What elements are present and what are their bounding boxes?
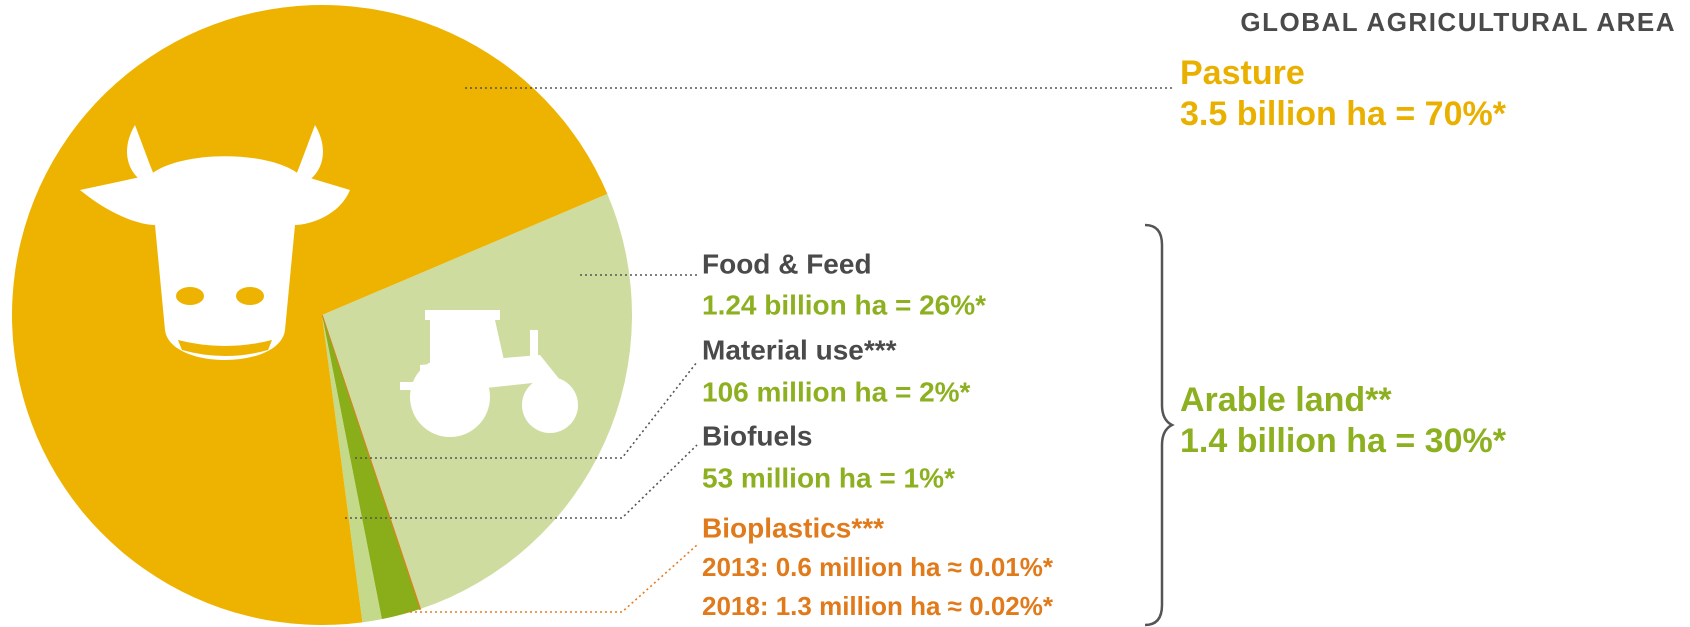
pie-slice xyxy=(322,315,382,623)
slice-label: 3.5 billion ha = 70%* xyxy=(1180,95,1507,133)
pie-slice xyxy=(321,314,422,611)
slice-label: 1.24 billion ha = 26%* xyxy=(702,289,986,320)
pie xyxy=(12,4,632,625)
group-label: 1.4 billion ha = 30%* xyxy=(1180,422,1507,460)
slice-name: Bioplastics*** xyxy=(702,512,884,543)
group-name: Arable land** xyxy=(1180,381,1392,419)
slice-name: Food & Feed xyxy=(702,248,872,279)
tractor-icon xyxy=(400,310,578,437)
leader-line xyxy=(405,544,698,613)
pie-slice xyxy=(12,4,608,625)
slice-name: Material use*** xyxy=(702,334,897,365)
slice-label: 2018: 1.3 million ha ≈ 0.02%* xyxy=(702,591,1054,621)
slice-label: 53 million ha = 1%* xyxy=(702,462,955,493)
pie-slice xyxy=(322,315,420,620)
slice-label: 106 million ha = 2%* xyxy=(702,376,971,407)
brace xyxy=(1144,223,1175,627)
slice-label: 2013: 0.6 million ha ≈ 0.01%* xyxy=(702,552,1054,582)
cow-icon xyxy=(80,125,350,360)
leader-line xyxy=(355,361,698,459)
slice-name: Biofuels xyxy=(702,420,812,451)
leader-line xyxy=(345,444,698,519)
slice-name: Pasture xyxy=(1180,54,1305,92)
chart-title: GLOBAL AGRICULTURAL AREA xyxy=(1240,7,1676,37)
